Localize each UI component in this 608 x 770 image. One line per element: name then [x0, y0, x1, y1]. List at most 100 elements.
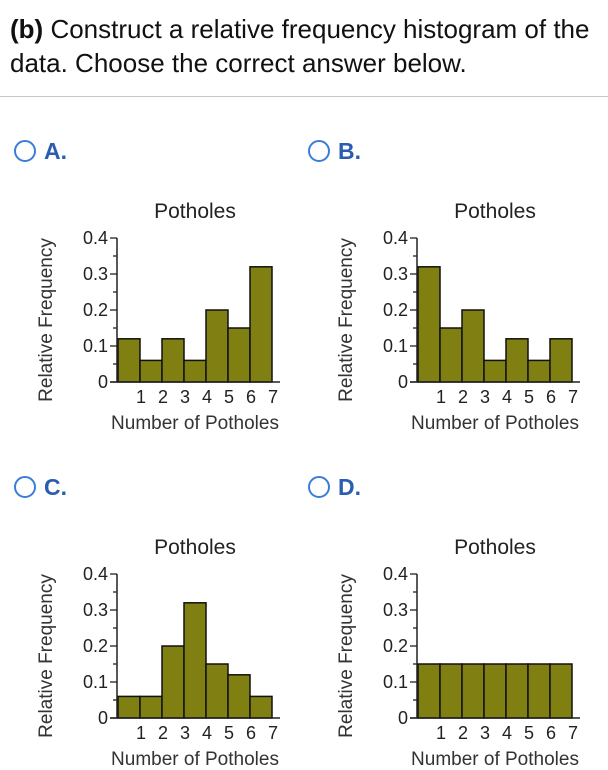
bar-1: [417, 663, 441, 719]
bar-4: [483, 663, 507, 719]
y-tick-label: 0.2: [383, 300, 408, 320]
option-d[interactable]: D. Potholes Relative Frequency 0 0.1 0.2 0.3 0…: [300, 456, 600, 770]
y-tick-label: 0.1: [83, 336, 108, 356]
x-axis-label: Number of Potholes: [411, 749, 579, 770]
option-d-label: D.: [338, 474, 361, 500]
bar-2: [439, 663, 463, 719]
y-tick-label: 0.4: [383, 228, 408, 248]
chart-title: Potholes: [454, 200, 536, 223]
chart-title: Potholes: [154, 536, 236, 559]
chart-title: Potholes: [454, 536, 536, 559]
bar-6: [527, 359, 551, 383]
bar-3: [461, 663, 485, 719]
option-b[interactable]: B. Potholes Relative Frequency 0 0.1 0.2 0.3 0…: [300, 120, 600, 450]
x-tick-label: 3: [480, 723, 490, 743]
x-tick-label: 1: [436, 723, 446, 743]
x-tick-label: 5: [224, 723, 234, 743]
chart-c: Potholes Relative Frequency 0 0.1 0.2 0.3 0.4 1…: [36, 536, 280, 770]
bar-2: [439, 327, 463, 383]
option-c[interactable]: C. Potholes Relative Frequency 0 0.1 0.2 0.3 0…: [0, 456, 300, 770]
bar-5: [505, 338, 529, 383]
chart-d: Potholes Relative Frequency 0 0.1 0.2 0.3 0.4 1…: [336, 536, 580, 770]
y-tick-label: 0.1: [383, 336, 408, 356]
x-tick-label: 2: [158, 723, 168, 743]
x-tick-label: 6: [546, 387, 556, 407]
bar-5: [505, 663, 529, 719]
y-axis-label: Relative Frequency: [336, 574, 357, 738]
bar-3: [161, 645, 185, 719]
x-tick-label: 2: [158, 387, 168, 407]
y-axis-label: Relative Frequency: [36, 574, 57, 738]
bar-5: [205, 663, 229, 719]
y-tick-label: 0: [98, 708, 108, 728]
y-tick-label: 0.1: [83, 672, 108, 692]
x-tick-label: 1: [136, 723, 146, 743]
bar-6: [227, 327, 251, 383]
option-c-radio[interactable]: [14, 476, 36, 498]
chart-b: Potholes Relative Frequency 0 0.1 0.2 0.3 0.4 1…: [336, 200, 580, 434]
bar-7: [249, 695, 273, 719]
bar-7: [549, 338, 573, 383]
x-tick-label: 7: [268, 723, 278, 743]
y-tick-label: 0.2: [83, 636, 108, 656]
question-body: Construct a relative frequency histogram…: [10, 14, 590, 78]
x-tick-label: 3: [480, 387, 490, 407]
option-a-radio[interactable]: [14, 140, 36, 162]
x-tick-label: 5: [524, 387, 534, 407]
x-tick-label: 4: [502, 387, 512, 407]
option-d-radio[interactable]: [308, 476, 330, 498]
x-tick-label: 6: [246, 387, 256, 407]
x-tick-label: 5: [524, 723, 534, 743]
bar-7: [249, 266, 273, 383]
x-tick-label: 6: [546, 723, 556, 743]
x-tick-label: 6: [246, 723, 256, 743]
bar-2: [139, 359, 163, 383]
y-tick-label: 0.4: [83, 564, 108, 584]
bar-3: [161, 338, 185, 383]
chart-a: Potholes Relative Frequency 0 0.1 0.2 0.3 0.4 1…: [36, 200, 280, 434]
bar-4: [183, 602, 207, 719]
bar-2: [139, 695, 163, 719]
question-text: (b) Construct a relative frequency histo…: [10, 12, 600, 80]
y-tick-label: 0.3: [83, 600, 108, 620]
x-tick-label: 1: [436, 387, 446, 407]
bar-5: [205, 309, 229, 383]
x-tick-label: 1: [136, 387, 146, 407]
bar-3: [461, 309, 485, 383]
x-tick-label: 3: [180, 723, 190, 743]
y-tick-label: 0.4: [383, 564, 408, 584]
option-a[interactable]: A. Potholes Relative Frequency 0 0.1 0.2 0.3 0…: [0, 120, 300, 450]
option-b-label: B.: [338, 138, 361, 164]
chart-title: Potholes: [154, 200, 236, 223]
bar-7: [549, 663, 573, 719]
y-tick-label: 0.4: [83, 228, 108, 248]
x-tick-label: 2: [458, 723, 468, 743]
bar-1: [117, 338, 141, 383]
divider: [0, 96, 608, 97]
x-tick-label: 4: [502, 723, 512, 743]
bar-4: [483, 359, 507, 383]
bar-1: [417, 266, 441, 383]
x-axis-label: Number of Potholes: [111, 413, 279, 434]
x-tick-label: 4: [202, 387, 212, 407]
bar-4: [183, 359, 207, 383]
bar-6: [227, 674, 251, 719]
x-tick-label: 7: [268, 387, 278, 407]
x-tick-label: 5: [224, 387, 234, 407]
x-axis-label: Number of Potholes: [411, 413, 579, 434]
y-tick-label: 0: [398, 372, 408, 392]
y-tick-label: 0: [98, 372, 108, 392]
x-axis-label: Number of Potholes: [111, 749, 279, 770]
bar-6: [527, 663, 551, 719]
y-tick-label: 0: [398, 708, 408, 728]
x-tick-label: 2: [458, 387, 468, 407]
y-tick-label: 0.3: [383, 264, 408, 284]
option-c-label: C.: [44, 474, 67, 500]
x-tick-label: 7: [568, 387, 578, 407]
x-tick-label: 7: [568, 723, 578, 743]
option-a-label: A.: [44, 138, 67, 164]
y-tick-label: 0.2: [383, 636, 408, 656]
option-b-radio[interactable]: [308, 140, 330, 162]
y-axis-label: Relative Frequency: [336, 238, 357, 402]
y-tick-label: 0.2: [83, 300, 108, 320]
